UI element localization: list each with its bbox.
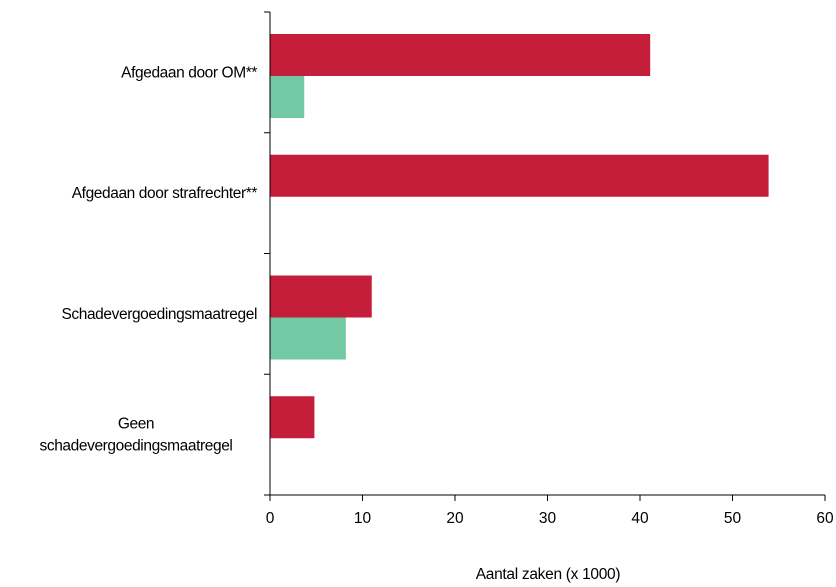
bars-group (270, 34, 769, 439)
bar-series2-cat1 (270, 76, 305, 118)
category-label: Schadevergoedingsmaatregel (61, 306, 257, 323)
category-label: Geen (118, 416, 154, 433)
x-tick-label: 60 (816, 510, 834, 527)
category-label: Afgedaan door strafrechter** (72, 185, 258, 202)
bar-series1-cat2 (270, 154, 769, 197)
bar-series2-cat3 (270, 317, 346, 360)
bar-series1-cat3 (270, 275, 372, 318)
labels-group: 0 10 20 30 40 50 60 Afgedaan door OM** Afgedaan … (40, 64, 834, 527)
category-label: Afgedaan door OM** (121, 64, 257, 81)
x-tick-label: 10 (354, 510, 372, 527)
x-tick-label: 40 (631, 510, 649, 527)
axes-group (264, 11, 826, 501)
x-tick-label: 0 (266, 510, 275, 527)
x-tick-label: 30 (539, 510, 557, 527)
bar-series1-cat1 (270, 34, 651, 76)
category-label: schadevergoedingsmaatregel (40, 438, 233, 455)
x-axis-title: Aantal zaken (x 1000) (476, 566, 621, 583)
x-tick-label: 50 (724, 510, 742, 527)
x-tick-label: 20 (446, 510, 464, 527)
bar-series1-cat4 (270, 396, 315, 439)
